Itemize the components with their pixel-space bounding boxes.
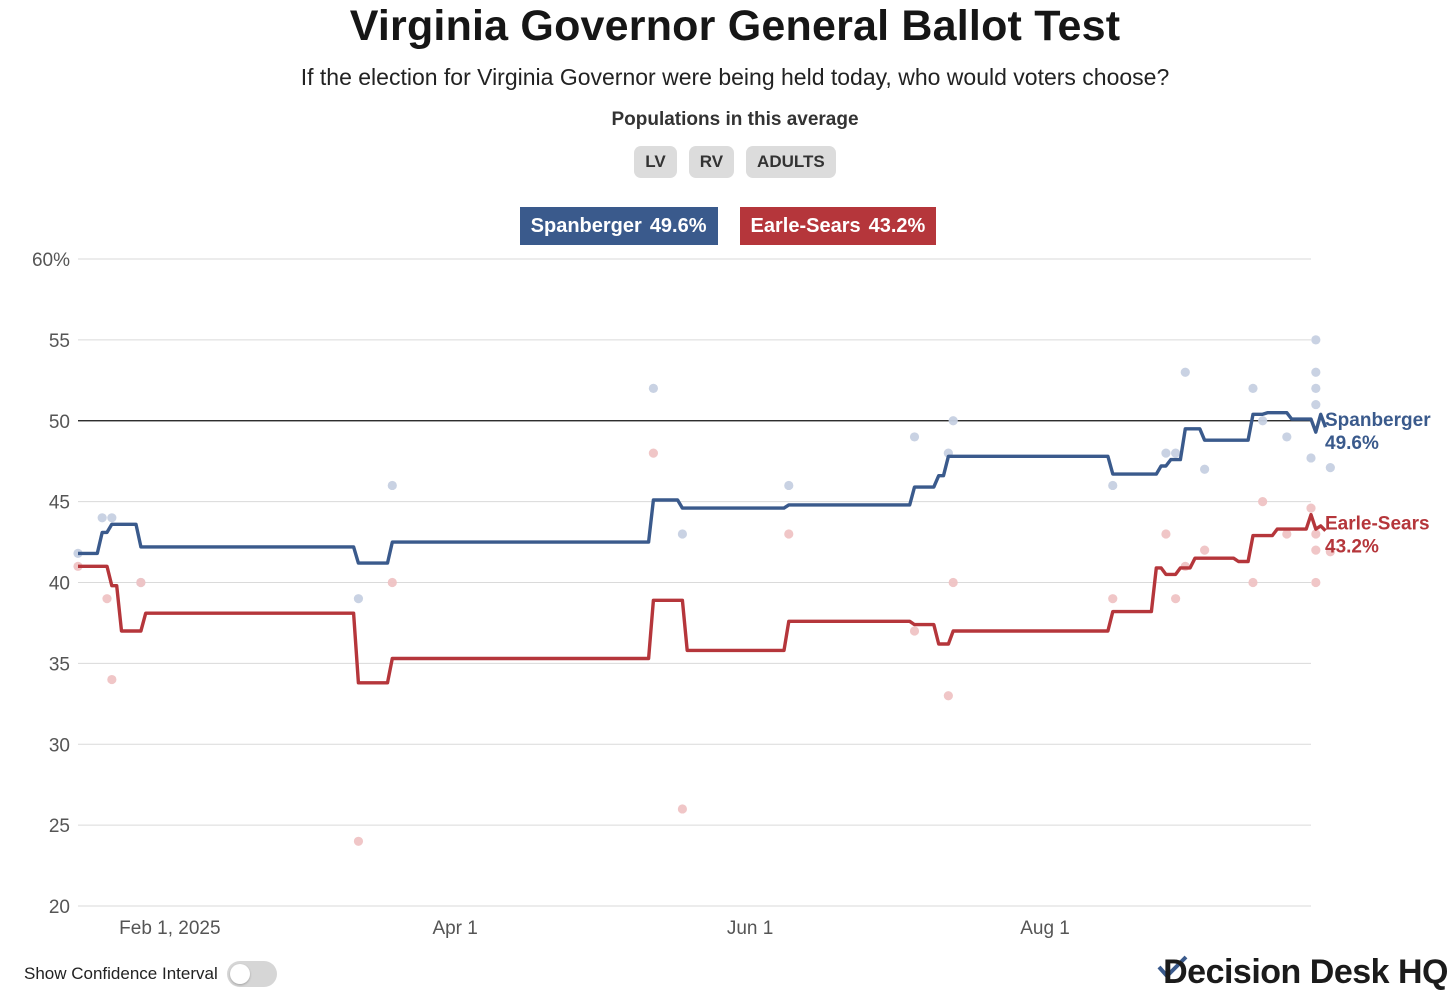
poll-point-earle-sears	[1311, 529, 1321, 539]
brand-name: Decision Desk HQ	[1163, 953, 1448, 991]
poll-point-earle-sears	[1108, 594, 1118, 604]
poll-point-earle-sears	[1325, 547, 1335, 557]
y-tick-label: 55	[49, 331, 70, 352]
poll-point-earle-sears	[1306, 503, 1316, 513]
poll-point-spanberger	[1311, 335, 1321, 345]
poll-point-spanberger	[1200, 464, 1210, 474]
y-tick-label: 60%	[32, 250, 70, 271]
poll-point-spanberger	[1282, 432, 1292, 442]
poll-point-spanberger	[1180, 367, 1190, 377]
poll-point-spanberger	[1258, 416, 1268, 426]
poll-point-spanberger	[97, 513, 107, 523]
average-line-earle-sears	[78, 512, 1327, 685]
population-filters: LV RV ADULTS	[0, 146, 1456, 178]
poll-point-spanberger	[107, 513, 117, 523]
end-label-name: Earle-Sears	[1325, 514, 1430, 535]
poll-point-spanberger	[1108, 480, 1118, 491]
legend-value: 43.2%	[868, 215, 926, 237]
poll-point-spanberger	[1311, 399, 1321, 410]
checkmark-icon	[1157, 955, 1188, 979]
toggle-knob	[229, 964, 250, 984]
population-chip-lv[interactable]: LV	[634, 146, 677, 178]
poll-point-spanberger	[1171, 448, 1181, 458]
poll-point-earle-sears	[387, 577, 397, 588]
poll-point-earle-sears	[948, 577, 958, 588]
end-label-value: 43.2%	[1325, 537, 1379, 558]
poll-point-earle-sears	[677, 804, 688, 814]
poll-point-earle-sears	[1248, 577, 1258, 588]
poll-point-earle-sears	[353, 836, 364, 846]
confidence-interval-label: Show Confidence Interval	[24, 964, 218, 983]
y-tick-label: 30	[49, 735, 70, 756]
poll-point-spanberger	[784, 480, 794, 491]
legend-value: 49.6%	[649, 215, 707, 237]
poll-point-spanberger	[1248, 383, 1258, 393]
chart-subtitle: If the election for Virginia Governor we…	[300, 64, 1170, 90]
legend-name: Spanberger	[530, 215, 642, 237]
brand-logo: Decision Desk HQ	[1155, 953, 1448, 992]
poll-point-spanberger	[1325, 463, 1335, 473]
poll-point-earle-sears	[1171, 594, 1181, 604]
poll-point-earle-sears	[1258, 497, 1268, 507]
poll-point-earle-sears	[648, 448, 659, 458]
chart-title: Virginia Governor General Ballot Test	[349, 2, 1121, 50]
grid-lines	[78, 258, 1311, 907]
poll-point-earle-sears	[1200, 545, 1210, 555]
y-tick-label: 25	[49, 816, 70, 837]
poll-point-earle-sears	[136, 577, 146, 588]
x-tick-label: Feb 1, 2025	[119, 918, 220, 939]
y-tick-label: 40	[49, 574, 70, 595]
population-chip-rv[interactable]: RV	[688, 146, 735, 178]
poll-point-earle-sears	[1311, 577, 1321, 588]
poll-point-spanberger	[353, 594, 364, 604]
poll-point-earle-sears	[909, 626, 920, 636]
poll-point-earle-sears	[107, 674, 117, 685]
poll-point-earle-sears	[943, 691, 953, 701]
poll-point-spanberger	[1311, 367, 1321, 377]
y-axis: 20 25 30 35 40 45 50 55 60%	[32, 250, 70, 918]
legend-item-spanberger[interactable]: Spanberger 49.6%	[519, 207, 718, 245]
x-tick-label: Jun 1	[727, 918, 773, 939]
end-label-name: Spanberger	[1325, 410, 1431, 431]
poll-point-spanberger	[909, 432, 920, 442]
x-axis: Feb 1, 2025 Apr 1 Jun 1 Aug 1	[119, 918, 1070, 939]
average-line-spanberger	[78, 411, 1328, 565]
x-tick-label: Apr 1	[432, 918, 477, 939]
confidence-interval-control: Show Confidence Interval	[24, 961, 277, 987]
poll-point-spanberger	[1311, 383, 1321, 393]
poll-point-spanberger	[1161, 448, 1171, 458]
x-tick-label: Aug 1	[1020, 918, 1070, 939]
populations-label: Populations in this average	[611, 109, 859, 130]
poll-point-spanberger	[648, 383, 659, 393]
poll-point-earle-sears	[102, 594, 112, 604]
y-tick-label: 20	[49, 897, 70, 918]
y-tick-label: 50	[49, 412, 70, 433]
poll-point-earle-sears	[1282, 529, 1292, 539]
poll-point-spanberger	[948, 416, 958, 426]
poll-point-earle-sears	[1311, 545, 1321, 555]
legend: Spanberger 49.6% Earle-Sears 43.2%	[0, 207, 1456, 245]
poll-point-earle-sears	[1161, 529, 1171, 539]
poll-point-spanberger	[387, 480, 397, 491]
population-chip-adults[interactable]: ADULTS	[746, 146, 836, 178]
end-label-value: 49.6%	[1325, 433, 1379, 454]
legend-item-earle-sears[interactable]: Earle-Sears 43.2%	[739, 207, 937, 245]
poll-points	[73, 335, 1335, 846]
y-tick-label: 45	[49, 493, 70, 514]
poll-point-spanberger	[677, 529, 688, 539]
poll-point-earle-sears	[784, 529, 794, 539]
legend-name: Earle-Sears	[750, 215, 861, 237]
y-tick-label: 35	[49, 654, 70, 675]
confidence-interval-toggle[interactable]	[226, 961, 277, 987]
poll-point-spanberger	[1306, 453, 1316, 463]
average-lines	[78, 411, 1328, 685]
